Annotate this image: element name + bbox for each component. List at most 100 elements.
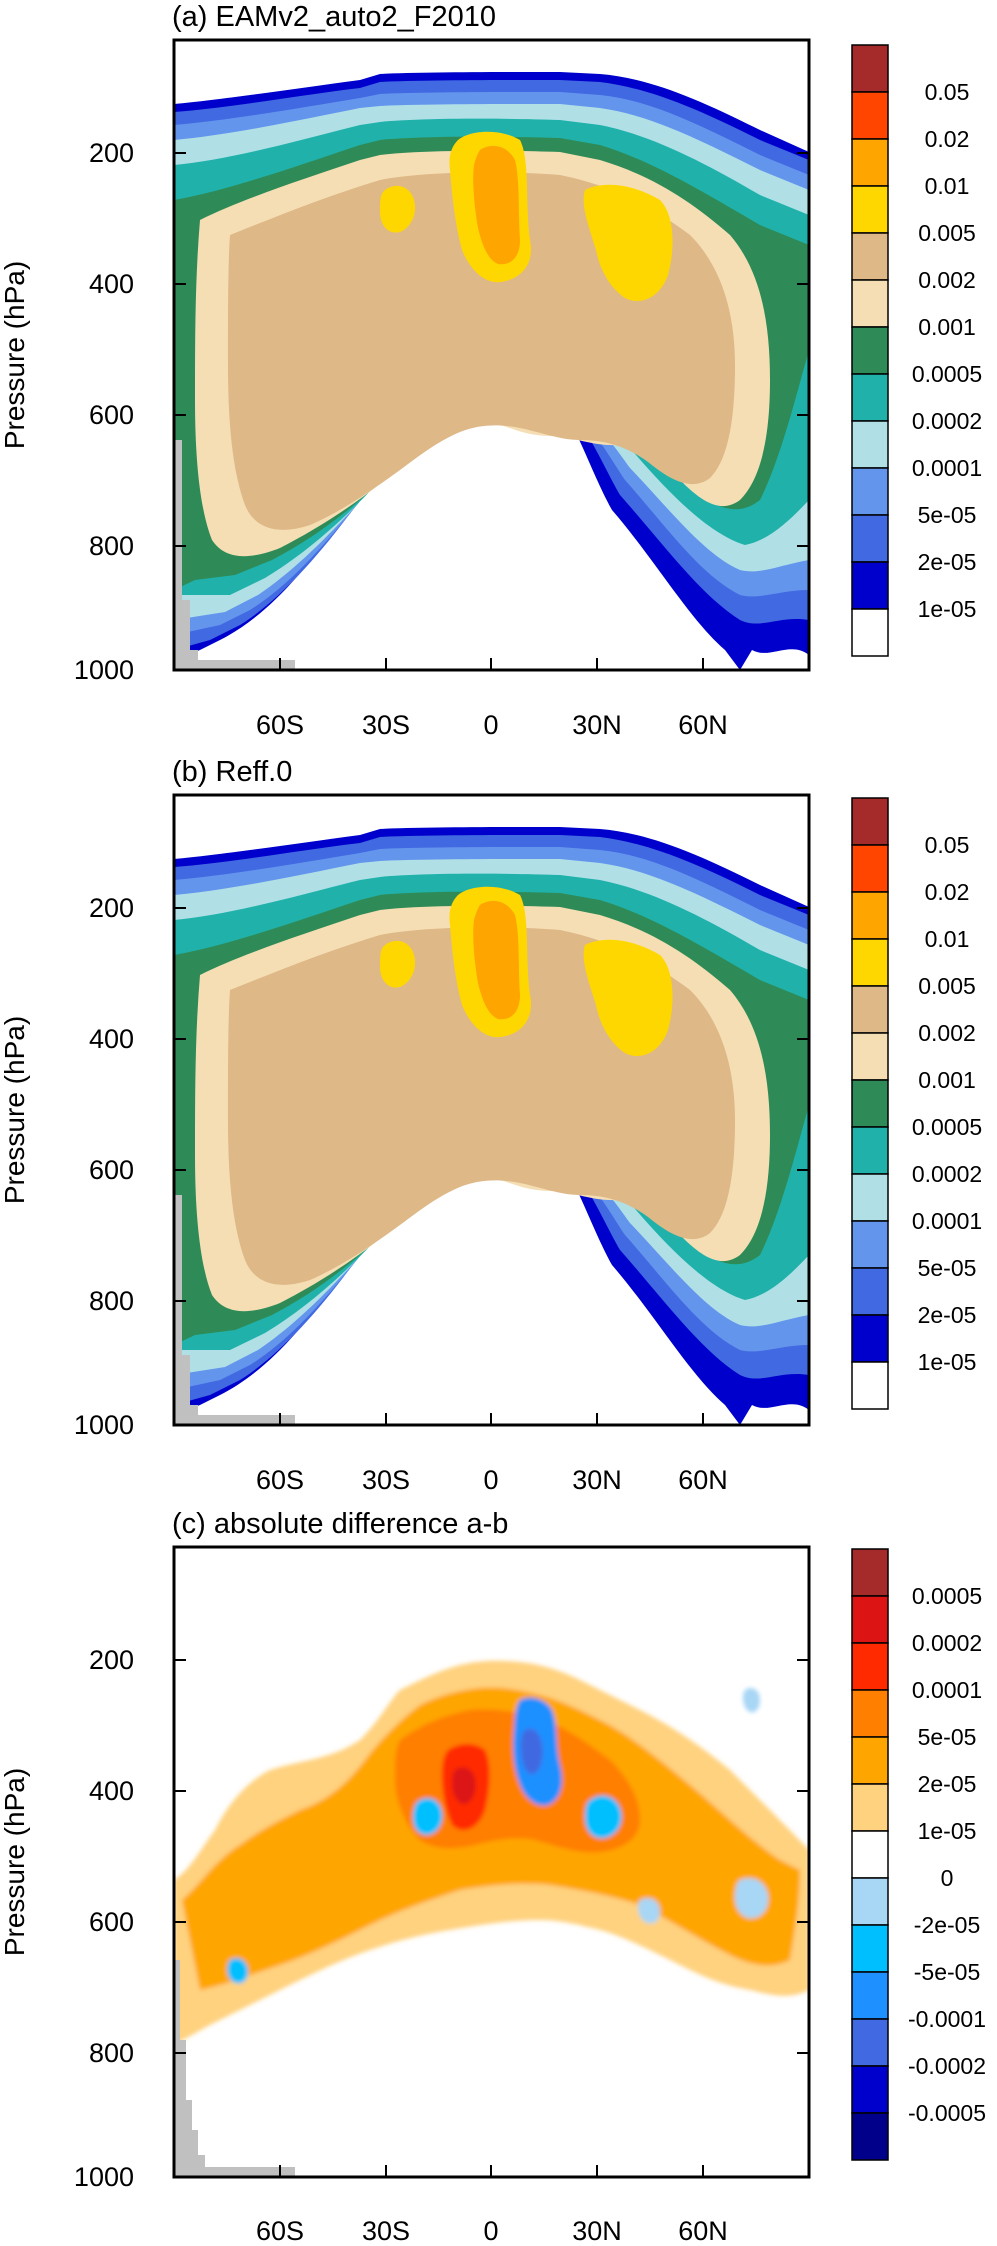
colorbar-swatch <box>851 797 889 846</box>
panel-c-blue-4 <box>412 1798 443 1835</box>
colorbar-swatch <box>851 608 889 657</box>
colorbar-swatch <box>851 1595 889 1644</box>
ytick: 600 <box>89 400 134 430</box>
panel-c-blue-5 <box>734 1878 769 1919</box>
panel-b-yticks: 200 400 600 800 1000 <box>74 893 134 1440</box>
xtick: 0 <box>483 2216 498 2246</box>
panel-c-blue-3 <box>585 1795 622 1839</box>
colorbar-label: 5e-05 <box>918 502 977 528</box>
ytick: 400 <box>89 269 134 299</box>
panel-c-ylabel: Pressure (hPa) <box>0 1768 30 1956</box>
colorbar-swatch <box>851 844 889 893</box>
colorbar-label: 0.05 <box>925 832 970 858</box>
colorbar-swatch <box>851 1548 889 1597</box>
colorbar-swatch <box>851 279 889 328</box>
panel-b-xticks: 60S 30S 0 30N 60N <box>256 1465 728 1495</box>
panel-c-blue-7 <box>227 1958 248 1984</box>
colorbar-label: 2e-05 <box>918 1302 977 1328</box>
xtick: 60N <box>678 2216 728 2246</box>
colorbar-swatch <box>851 326 889 375</box>
colorbar-label: 2e-05 <box>918 1771 977 1797</box>
colorbar-label: -0.0002 <box>908 2053 986 2079</box>
colorbar-label: 0.0002 <box>912 408 982 434</box>
colorbar-swatch <box>851 1173 889 1222</box>
xtick: 60N <box>678 1465 728 1495</box>
panel-a-yticks: 200 400 600 800 1000 <box>74 138 134 685</box>
colorbar-swatch <box>851 1079 889 1128</box>
colorbar-swatch <box>851 938 889 987</box>
xtick: 30N <box>572 2216 622 2246</box>
colorbar-swatch <box>851 420 889 469</box>
ytick: 200 <box>89 138 134 168</box>
xtick: 0 <box>483 1465 498 1495</box>
colorbar-swatch <box>851 891 889 940</box>
ytick: 200 <box>89 1645 134 1675</box>
colorbar-label: 1e-05 <box>918 596 977 622</box>
xtick: 60S <box>256 2216 304 2246</box>
colorbar-label: 0.0001 <box>912 1208 982 1234</box>
colorbar-label: 0.02 <box>925 126 970 152</box>
colorbar-swatch <box>851 1736 889 1785</box>
colorbar-label: 0.0001 <box>912 455 982 481</box>
colorbar-label: -0.0001 <box>908 2006 986 2032</box>
colorbar-swatch <box>851 1642 889 1691</box>
panel-a-ground <box>174 440 295 670</box>
ytick: 800 <box>89 2038 134 2068</box>
panel-c-ground <box>174 1960 295 2177</box>
ytick: 400 <box>89 1776 134 1806</box>
xtick: 30S <box>362 710 410 740</box>
ytick: 1000 <box>74 1410 134 1440</box>
ytick: 800 <box>89 531 134 561</box>
colorbar-swatch <box>851 1924 889 1973</box>
panel-c-colorbar: 0.0005 0.0002 0.0001 5e-05 2e-05 1e-05 0 -2e-05… <box>851 1548 986 2161</box>
panel-a-xticks: 60S 30S 0 30N 60N <box>256 710 728 740</box>
panel-b-band-0.005-blob3 <box>380 940 416 988</box>
panel-c-axes <box>174 1659 809 2177</box>
panel-b-band-0.005-blob2 <box>583 939 673 1057</box>
colorbar-label: 0.001 <box>918 1067 976 1093</box>
panel-c-title: (c) absolute difference a-b <box>172 1508 508 1540</box>
colorbar-label: 0.005 <box>918 220 976 246</box>
colorbar-label: -5e-05 <box>914 1959 980 1985</box>
ytick: 600 <box>89 1907 134 1937</box>
colorbar-label: 0.01 <box>925 926 970 952</box>
panel-b-contours <box>174 827 809 1425</box>
colorbar-swatch <box>851 2112 889 2161</box>
colorbar-swatch <box>851 985 889 1034</box>
colorbar-swatch <box>851 1267 889 1316</box>
xtick: 30S <box>362 2216 410 2246</box>
colorbar-label: 0.02 <box>925 879 970 905</box>
colorbar-label: 0.0002 <box>912 1161 982 1187</box>
colorbar-swatch <box>851 1032 889 1081</box>
panel-a-title: (a) EAMv2_auto2_F2010 <box>172 1 496 33</box>
colorbar-swatch <box>851 1220 889 1269</box>
panel-c-xticks: 60S 30S 0 30N 60N <box>256 2216 728 2246</box>
colorbar-swatch <box>851 1830 889 1879</box>
colorbar-swatch <box>851 1314 889 1363</box>
ytick: 600 <box>89 1155 134 1185</box>
panel-a-axes <box>174 152 809 670</box>
colorbar-swatch <box>851 1971 889 2020</box>
colorbar-swatch <box>851 1126 889 1175</box>
panel-b-axes <box>174 907 809 1425</box>
colorbar-label: 1e-05 <box>918 1818 977 1844</box>
panel-a-band-0.01 <box>473 145 520 265</box>
colorbar-swatch <box>851 1877 889 1926</box>
panel-a-ylabel: Pressure (hPa) <box>0 261 30 449</box>
colorbar-swatch <box>851 1783 889 1832</box>
ytick: 800 <box>89 1286 134 1316</box>
xtick: 30S <box>362 1465 410 1495</box>
colorbar-label: 5e-05 <box>918 1255 977 1281</box>
colorbar-label: 0.0002 <box>912 1630 982 1656</box>
colorbar-label: -2e-05 <box>914 1912 980 1938</box>
ytick: 200 <box>89 893 134 923</box>
colorbar-swatch <box>851 91 889 140</box>
panel-c-blue-8 <box>637 1898 660 1924</box>
panel-b-ground <box>174 1195 295 1425</box>
colorbar-swatch <box>851 2065 889 2114</box>
ytick: 400 <box>89 1024 134 1054</box>
panel-b-title: (b) Reff.0 <box>172 756 292 788</box>
colorbar-label: 0.01 <box>925 173 970 199</box>
ytick: 1000 <box>74 2162 134 2192</box>
